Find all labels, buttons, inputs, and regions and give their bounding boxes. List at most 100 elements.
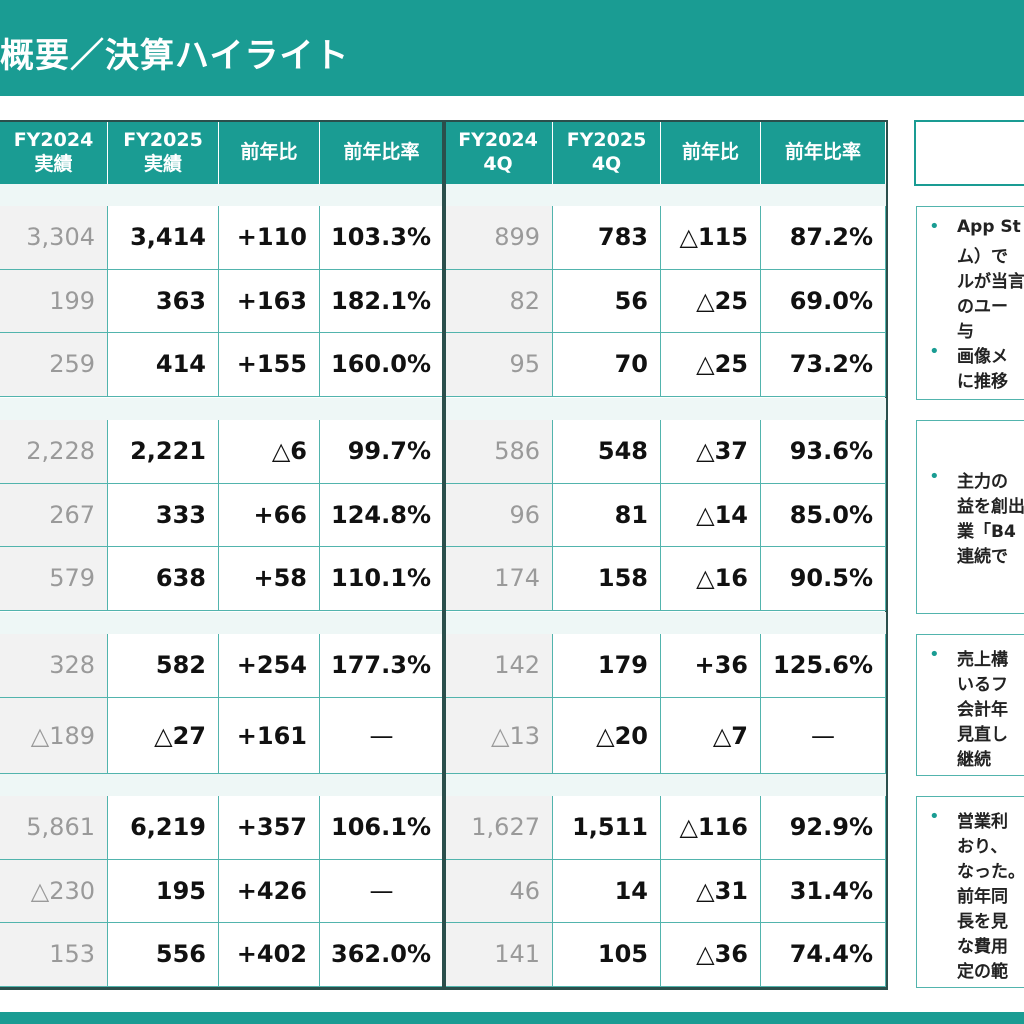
comment-line: 見直し xyxy=(957,725,1008,745)
column-header: FY2025 実績 xyxy=(108,122,219,184)
table-cell: 141 xyxy=(444,923,553,987)
table-cell: 179 xyxy=(553,634,661,698)
column-header: 前年比 xyxy=(661,122,761,184)
table-cell: — xyxy=(320,698,444,774)
table-cell: 556 xyxy=(108,923,219,987)
table-cell: △25 xyxy=(661,269,761,333)
column-header: 前年比 xyxy=(219,122,320,184)
comment-line: 益を創出 xyxy=(957,497,1024,517)
comment-line: 継続 xyxy=(957,750,991,770)
table-cell: △37 xyxy=(661,420,761,484)
bullet-icon: • xyxy=(929,216,940,237)
table-cell: △230 xyxy=(0,859,108,923)
column-header: FY2024 実績 xyxy=(0,122,108,184)
comment-line: な費用 xyxy=(957,937,1008,957)
table-cell: — xyxy=(320,859,444,923)
table-cell: 259 xyxy=(0,333,108,397)
comment-line: に推移 xyxy=(957,372,1008,392)
comment-box: • 営業利おり、なった。前年同長を見な費用定の範 xyxy=(916,796,1024,988)
table-cell: △20 xyxy=(553,698,661,774)
table-cell: 90.5% xyxy=(761,547,886,611)
table-cell: 14 xyxy=(553,859,661,923)
table-cell: 158 xyxy=(553,547,661,611)
comment-line: ルが当言 xyxy=(957,272,1024,292)
column-header: 前年比率 xyxy=(761,122,886,184)
comment-line: のユー xyxy=(957,297,1008,317)
page-title: 概要／決算ハイライト xyxy=(0,36,350,76)
table-cell: 56 xyxy=(553,269,661,333)
table-cell: 99.7% xyxy=(320,420,444,484)
table-cell: 362.0% xyxy=(320,923,444,987)
column-header: 前年比率 xyxy=(320,122,444,184)
bullet-icon: • xyxy=(929,644,940,665)
table-cell: 1,627 xyxy=(444,796,553,860)
table-cell: 363 xyxy=(108,269,219,333)
table-cell: 586 xyxy=(444,420,553,484)
comment-line: 定の範 xyxy=(957,962,1008,982)
table-cell: 96 xyxy=(444,483,553,547)
table-cell: 46 xyxy=(444,859,553,923)
table-cell: +163 xyxy=(219,269,320,333)
bottom-bar xyxy=(0,1012,1024,1024)
table-cell: 110.1% xyxy=(320,547,444,611)
comment-line: なった。 xyxy=(957,862,1024,882)
bullet-icon: • xyxy=(929,806,940,827)
table-cell: 92.9% xyxy=(761,796,886,860)
table-cell: △16 xyxy=(661,547,761,611)
comment-line: 業「B4 xyxy=(957,522,1016,542)
table-cell: 31.4% xyxy=(761,859,886,923)
table-cell: +155 xyxy=(219,333,320,397)
table-cell: 328 xyxy=(0,634,108,698)
comment-line: おり、 xyxy=(957,837,1008,857)
table-cell: 899 xyxy=(444,206,553,270)
table-cell: 153 xyxy=(0,923,108,987)
table-cell: 548 xyxy=(553,420,661,484)
table-cell: 125.6% xyxy=(761,634,886,698)
bullet-icon: • xyxy=(929,466,940,487)
table-cell: 93.6% xyxy=(761,420,886,484)
table-cell: 579 xyxy=(0,547,108,611)
table-cell: 2,221 xyxy=(108,420,219,484)
comment-line: 長を見 xyxy=(957,912,1008,932)
table-cell: 105 xyxy=(553,923,661,987)
comment-line: 前年同 xyxy=(957,887,1008,907)
table-cell: 267 xyxy=(0,483,108,547)
table-cell: 6,219 xyxy=(108,796,219,860)
comment-box: • App St ム）で ルが当言 のユー与 • 画像メ に推移 xyxy=(916,206,1024,400)
table-cell: △31 xyxy=(661,859,761,923)
table-cell: △14 xyxy=(661,483,761,547)
comment-header xyxy=(914,120,1024,186)
table-cell: 414 xyxy=(108,333,219,397)
table-cell: +36 xyxy=(661,634,761,698)
table-cell: △36 xyxy=(661,923,761,987)
table-cell: 174 xyxy=(444,547,553,611)
table-cell: 5,861 xyxy=(0,796,108,860)
table-cell: 2,228 xyxy=(0,420,108,484)
table-cell: — xyxy=(761,698,886,774)
comment-line: 画像メ xyxy=(957,347,1008,367)
table-cell: 3,414 xyxy=(108,206,219,270)
comment-line: 営業利 xyxy=(957,812,1008,832)
table-cell: 82 xyxy=(444,269,553,333)
table-cell: 783 xyxy=(553,206,661,270)
table-cell: △116 xyxy=(661,796,761,860)
table-cell: +357 xyxy=(219,796,320,860)
table-cell: 103.3% xyxy=(320,206,444,270)
comment-line: 与 xyxy=(957,322,974,342)
comment-line: 連続で xyxy=(957,547,1008,567)
comment-line: ム）で xyxy=(957,247,1008,267)
comment-line: 主力の xyxy=(957,472,1008,492)
table-cell: +161 xyxy=(219,698,320,774)
table-cell: 582 xyxy=(108,634,219,698)
table-cell: △27 xyxy=(108,698,219,774)
table-cell: 85.0% xyxy=(761,483,886,547)
table-cell: △6 xyxy=(219,420,320,484)
bullet-icon: • xyxy=(929,341,940,362)
table-cell: +402 xyxy=(219,923,320,987)
table-cell: △13 xyxy=(444,698,553,774)
table-cell: 106.1% xyxy=(320,796,444,860)
table-cell: +254 xyxy=(219,634,320,698)
table-cell: +66 xyxy=(219,483,320,547)
comment-box: • 主力の益を創出業「B4 連続で xyxy=(916,420,1024,614)
table-cell: 195 xyxy=(108,859,219,923)
